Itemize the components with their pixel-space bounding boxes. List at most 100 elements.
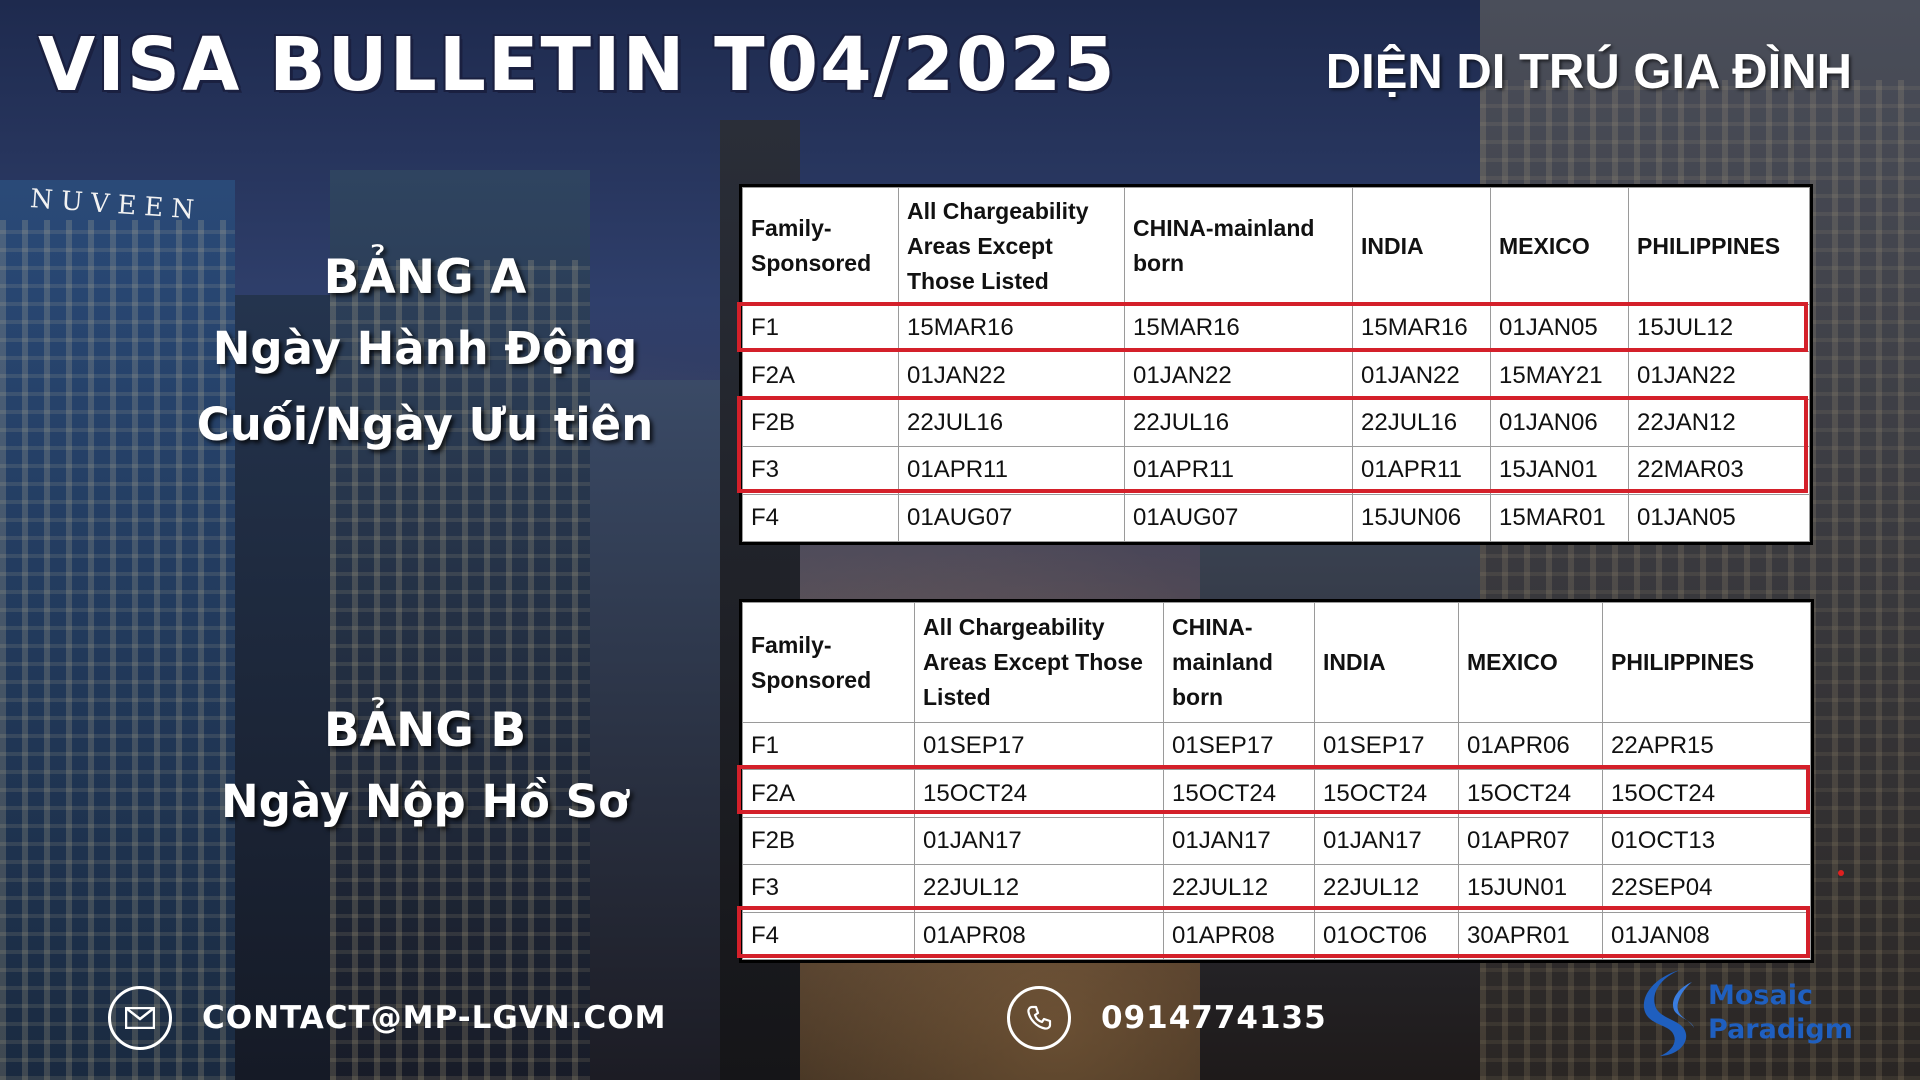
table-cell: 15OCT24 [1458,769,1603,818]
table-cell: 01APR11 [1124,446,1353,495]
table-cell: 22JUL12 [1314,864,1459,913]
table-cell: 15OCT24 [1602,769,1811,818]
table-cell: F2B [742,816,915,866]
column-header: MEXICO [1490,187,1629,305]
table-cell: 01JAN05 [1490,303,1629,353]
table-cell: 15MAY21 [1490,351,1629,400]
table-cell: 01JAN22 [1352,351,1491,400]
column-header: CHINA-mainland born [1124,187,1353,305]
table-cell: 15MAR16 [1124,303,1353,353]
table-cell: 01APR11 [1352,446,1491,495]
logo-text: Mosaic Paradigm [1702,979,1853,1047]
table-cell: 01AUG07 [898,493,1125,543]
table-cell: 15OCT24 [914,769,1164,818]
page-subtitle: DIỆN DI TRÚ GIA ĐÌNH [1325,45,1852,99]
column-header: All Chargeability Areas Except Those Lis… [914,602,1164,723]
table-cell: 22JUL16 [1352,398,1491,448]
table-cell: F2A [742,351,899,400]
column-header: INDIA [1352,187,1491,305]
table-row: F1 01SEP17 01SEP17 01SEP17 01APR06 22APR… [742,721,1811,771]
table-cell: 15JUN06 [1352,493,1491,543]
table-cell: F3 [742,864,915,913]
table-cell: 15JUN01 [1458,864,1603,913]
table-cell: 22JUL12 [914,864,1164,913]
table-cell: 15JAN01 [1490,446,1629,495]
table-cell: 01JAN22 [1124,351,1353,400]
background-building [590,380,720,1080]
mail-icon [108,986,172,1050]
brand-logo: Mosaic Paradigm [1640,968,1853,1058]
table-cell: 01APR11 [898,446,1125,495]
table-cell: 01JAN22 [1628,351,1810,400]
table-cell: 15OCT24 [1314,769,1459,818]
table-cell: 22JUL16 [898,398,1125,448]
side-label-table-a: BẢNG A Ngày Hành Động Cuối/Ngày Ưu tiên [140,245,710,463]
table-row: F3 22JUL12 22JUL12 22JUL12 15JUN01 22SEP… [742,864,1811,913]
table-cell: 01JAN17 [1314,816,1459,866]
table-row: F1 15MAR16 15MAR16 15MAR16 01JAN05 15JUL… [742,303,1810,353]
table-cell: 01APR08 [1163,911,1315,961]
side-label-line: Ngày Nộp Hồ Sơ [221,775,629,828]
contact-email[interactable]: CONTACT@MP-LGVN.COM [202,1000,667,1036]
table-cell: 01JAN22 [898,351,1125,400]
table-cell: 15MAR16 [1352,303,1491,353]
table-cell: 01OCT06 [1314,911,1459,961]
table-cell: 01JAN08 [1602,911,1811,961]
decorative-dot [1838,870,1844,876]
column-header: INDIA [1314,602,1459,723]
table-a: Family-Sponsored All Chargeability Areas… [739,184,1813,545]
table-cell: F3 [742,446,899,495]
side-label-line: Cuối/Ngày Ưu tiên [196,398,654,451]
table-row: F2A 15OCT24 15OCT24 15OCT24 15OCT24 15OC… [742,769,1811,818]
column-header: Family-Sponsored [742,602,915,723]
table-cell: 15OCT24 [1163,769,1315,818]
side-label-heading: BẢNG B [323,703,527,758]
table-cell: 15MAR16 [898,303,1125,353]
column-header: All Chargeability Areas Except Those Lis… [898,187,1125,305]
table-cell: 01JAN17 [1163,816,1315,866]
table-row: F2A 01JAN22 01JAN22 01JAN22 15MAY21 01JA… [742,351,1810,400]
table-cell: F4 [742,911,915,961]
background-building [330,170,590,1080]
table-cell: 01JAN06 [1490,398,1629,448]
final-action-dates-table: Family-Sponsored All Chargeability Areas… [742,187,1810,543]
footer-phone[interactable]: 0914774135 [1007,986,1327,1050]
table-cell: 01APR07 [1458,816,1603,866]
side-label-line: Ngày Hành Động [212,322,638,375]
table-row: F2B 22JUL16 22JUL16 22JUL16 01JAN06 22JA… [742,398,1810,448]
table-cell: 22JAN12 [1628,398,1810,448]
table-cell: 01SEP17 [1163,721,1315,771]
table-b: Family-Sponsored All Chargeability Areas… [739,599,1814,963]
table-cell: 22JUL12 [1163,864,1315,913]
building-windows [0,220,235,1080]
table-cell: 22APR15 [1602,721,1811,771]
table-cell: F2A [742,769,915,818]
logo-line: Mosaic [1708,980,1813,1011]
side-label-table-b: BẢNG B Ngày Nộp Hồ Sơ [140,698,710,840]
table-cell: 15JUL12 [1628,303,1810,353]
table-cell: 01SEP17 [1314,721,1459,771]
page-title: VISA BULLETIN T04/2025 [38,22,1117,108]
table-cell: F4 [742,493,899,543]
logo-line: Paradigm [1708,1014,1853,1045]
column-header: Family-Sponsored [742,187,899,305]
background-building [0,180,235,1080]
column-header: CHINA-mainland born [1163,602,1315,723]
dates-for-filing-table: Family-Sponsored All Chargeability Areas… [742,602,1811,961]
table-cell: F2B [742,398,899,448]
mosaic-paradigm-logo-icon [1643,970,1694,1056]
table-cell: F1 [742,303,899,353]
phone-icon [1007,986,1071,1050]
column-header: MEXICO [1458,602,1603,723]
table-cell: 30APR01 [1458,911,1603,961]
table-row: F3 01APR11 01APR11 01APR11 15JAN01 22MAR… [742,446,1810,495]
table-cell: 15MAR01 [1490,493,1629,543]
footer-email[interactable]: CONTACT@MP-LGVN.COM [108,986,666,1050]
table-row: F4 01AUG07 01AUG07 15JUN06 15MAR01 01JAN… [742,493,1810,543]
table-cell: F1 [742,721,915,771]
table-cell: 01APR08 [914,911,1164,961]
table-cell: 01APR06 [1458,721,1603,771]
table-row: F4 01APR08 01APR08 01OCT06 30APR01 01JAN… [742,911,1811,961]
contact-phone[interactable]: 0914774135 [1101,1000,1327,1036]
table-cell: 01OCT13 [1602,816,1811,866]
